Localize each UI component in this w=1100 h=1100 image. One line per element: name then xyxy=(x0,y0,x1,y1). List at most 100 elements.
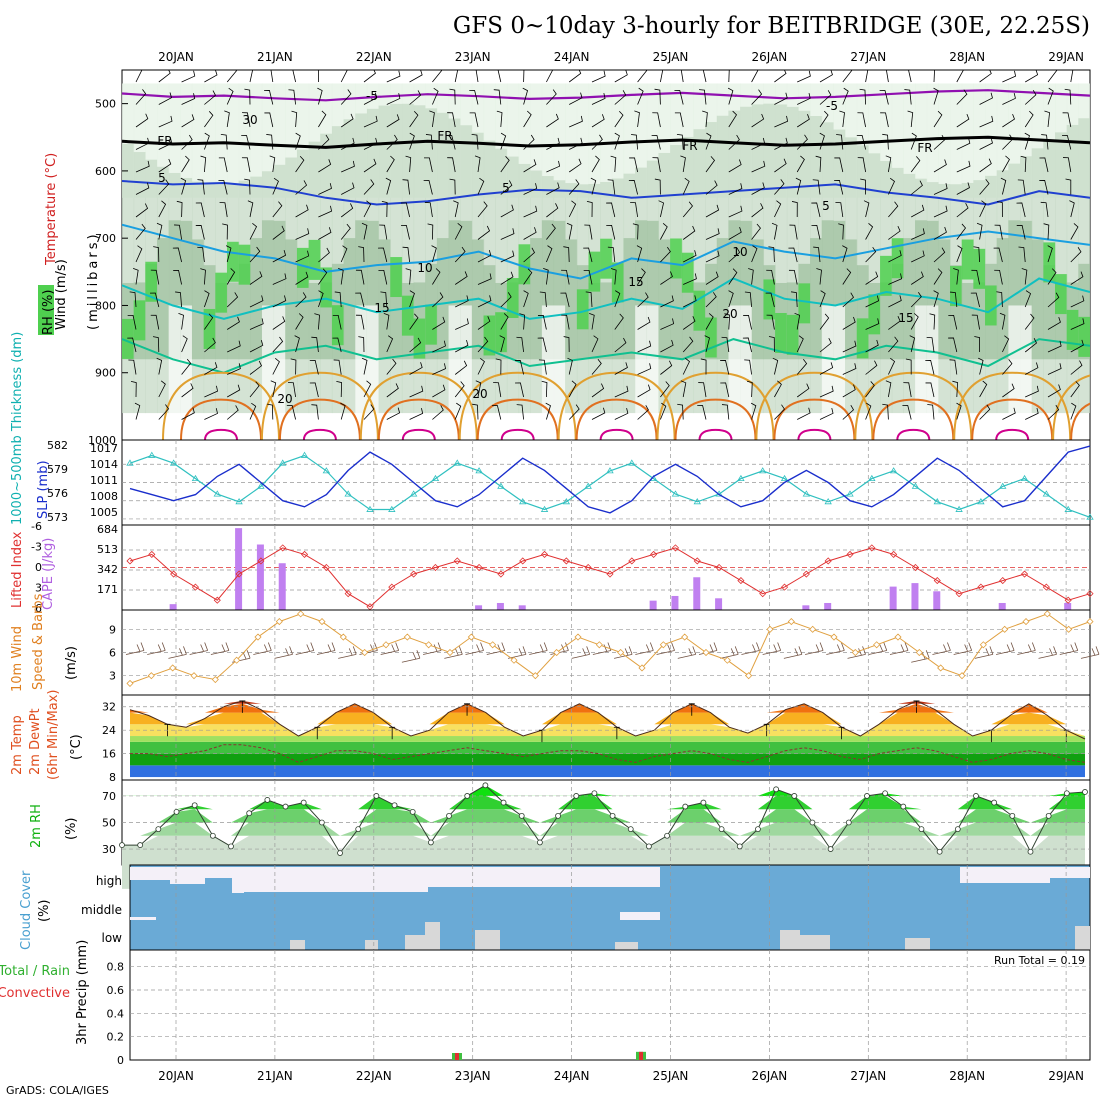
wind-barb xyxy=(705,132,712,150)
thickness-marker xyxy=(257,482,265,489)
warm-isotherm xyxy=(674,398,757,440)
rh-dark-cell xyxy=(285,239,298,360)
rh-green-cell xyxy=(215,272,228,313)
rh-light-cell xyxy=(950,83,963,198)
rh-dark-cell xyxy=(973,282,986,360)
wind-barb xyxy=(699,89,707,105)
wind-barb xyxy=(361,222,368,240)
cape-bar xyxy=(911,583,919,610)
rh2m-marker xyxy=(155,826,162,833)
wind-barb xyxy=(567,357,573,375)
wind-barb xyxy=(660,339,674,353)
cape-bars xyxy=(169,528,1072,610)
cape-tick: 342 xyxy=(97,563,118,576)
minmax-marker xyxy=(389,726,396,740)
wind-barb xyxy=(905,358,912,375)
wind-barb xyxy=(318,134,330,150)
lifted-index-marker xyxy=(715,563,723,572)
wind-barb xyxy=(158,115,173,128)
wind-barb xyxy=(956,202,969,218)
wind-barb xyxy=(705,204,720,218)
surface-wind-barb xyxy=(741,642,760,655)
wind-barb xyxy=(249,246,261,263)
wind-speed-marker xyxy=(510,656,518,664)
wind-barb xyxy=(1047,268,1057,285)
rh-green-cell xyxy=(798,283,811,324)
rh2m-marker xyxy=(755,826,761,833)
wind-barb xyxy=(728,134,740,150)
cape-bar xyxy=(802,605,810,610)
wind-barb xyxy=(766,314,775,330)
rh-legend-swatch xyxy=(38,285,54,335)
wind-speed-markers xyxy=(126,610,1094,687)
cape-bar xyxy=(889,586,897,610)
wind-speed-marker xyxy=(915,648,923,657)
wind-barb xyxy=(654,88,661,105)
wind-barb xyxy=(996,291,1003,308)
rh-dark-cell xyxy=(296,265,310,360)
wind-barb xyxy=(472,403,479,420)
li-cape-panel: -6 -3 0 3 6 684 513 342 171 xyxy=(31,520,1094,615)
wind-barb xyxy=(546,70,554,83)
wind-barb xyxy=(546,113,559,128)
rh-dry-cell xyxy=(1020,305,1033,440)
millibars-axis-label: (millibars) xyxy=(86,231,101,330)
wind-barb xyxy=(269,155,276,173)
rh-green-cell xyxy=(203,308,216,349)
isotherm-labels: -5 -5 FR FR FR FR 5 5 5 10 10 15 15 15 20 20 20 30 xyxy=(157,89,932,406)
wind-barb xyxy=(546,137,560,150)
wind-barb xyxy=(499,335,505,353)
wind-barb xyxy=(318,159,332,173)
wind-barb xyxy=(607,179,616,195)
precip-tick: 0.4 xyxy=(107,1007,125,1020)
rh-dark-cell xyxy=(378,239,391,360)
wind-barb xyxy=(902,405,912,420)
slp-tick: 1017 xyxy=(90,442,118,455)
wind-barb xyxy=(772,357,779,375)
wind-speed-marker xyxy=(403,633,411,641)
lifted-index-marker xyxy=(191,583,200,591)
lifted-index-marker xyxy=(431,563,440,572)
wind-barb xyxy=(979,137,993,150)
wind-barb xyxy=(493,89,502,105)
wind-barb xyxy=(796,359,808,375)
thickness-marker xyxy=(868,474,876,482)
wind-barb xyxy=(1002,134,1014,150)
wind-barb xyxy=(751,89,763,105)
wind-barb xyxy=(880,112,889,128)
wind-barb xyxy=(911,204,925,218)
thickness-marker xyxy=(519,498,527,505)
wind-barb xyxy=(249,222,258,240)
wind-barb xyxy=(432,405,444,420)
wind-speed-marker xyxy=(937,664,945,672)
wind-barb xyxy=(341,182,355,195)
wind-barb xyxy=(976,222,983,240)
date-label-top: 29JAN xyxy=(1048,50,1084,64)
wind-barb xyxy=(363,404,375,420)
wind-barb xyxy=(751,137,766,150)
wind-barb xyxy=(340,245,348,263)
wind-barb xyxy=(796,114,810,128)
rh-mid-cell xyxy=(693,129,706,414)
wind-barb xyxy=(591,155,600,173)
wind-barb xyxy=(660,318,675,330)
wind-barb xyxy=(811,202,821,218)
wind-barb xyxy=(340,203,354,218)
wind-barb xyxy=(842,384,856,398)
high-cloud-gap xyxy=(170,867,205,884)
wind-barb xyxy=(1047,87,1054,105)
precip-convective-bar xyxy=(639,1051,643,1060)
thickness-marker xyxy=(497,482,505,489)
warm-isotherm xyxy=(995,428,1030,440)
rh-light-cell xyxy=(938,83,951,198)
wind-barb xyxy=(788,269,798,285)
wind-barb xyxy=(728,290,734,308)
thickness-marker xyxy=(1020,474,1029,482)
wind-barb xyxy=(363,179,375,195)
wind-barb xyxy=(523,134,535,150)
wind-barb xyxy=(379,224,388,240)
wind-barb xyxy=(432,70,443,83)
thickness-marker xyxy=(540,505,549,512)
surface-wind-barbs xyxy=(125,642,1100,663)
wind-barb xyxy=(332,314,342,330)
